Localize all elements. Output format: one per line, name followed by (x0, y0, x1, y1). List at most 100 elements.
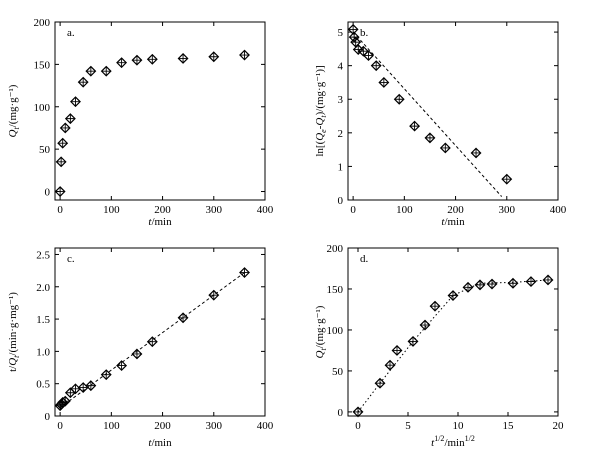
data-point (409, 120, 421, 132)
y-tick-label: 3 (338, 94, 344, 106)
panel-letter: b. (360, 27, 369, 39)
data-point (116, 360, 128, 372)
y-tick-label: 50 (39, 144, 51, 156)
data-point (208, 289, 220, 301)
panel-letter: c. (67, 253, 75, 265)
data-point (374, 377, 386, 389)
y-tick-label: 0 (338, 195, 344, 207)
y-tick-label: 1.0 (36, 346, 50, 358)
x-axis-label: t1/2/min1/2 (431, 434, 475, 449)
data-point (378, 77, 390, 88)
x-tick-label: 0 (57, 204, 63, 216)
data-point (100, 369, 112, 381)
y-tick-label: 0.5 (36, 379, 50, 391)
y-tick-label: 2 (338, 128, 344, 140)
x-tick-label: 400 (257, 204, 274, 216)
y-tick-label: 2.5 (36, 249, 50, 261)
panel-letter: d. (360, 253, 369, 265)
data-point (54, 186, 66, 197)
x-tick-label: 400 (550, 204, 567, 216)
y-tick-label: 0 (338, 407, 344, 419)
data-point (363, 50, 374, 62)
y-tick-label: 5 (338, 27, 344, 39)
panel-b-first-order-plot: 0 100 200 300 400 0 1 2 3 4 5 b. t/min ln[(Qe​-Qt​)/(… (314, 21, 567, 228)
data-point (462, 281, 474, 293)
y-tick-label: 0 (45, 187, 51, 199)
data-point (384, 359, 396, 371)
x-axis-label: t/min (441, 216, 465, 228)
data-point (542, 274, 554, 286)
x-tick-label: 200 (447, 204, 464, 216)
data-point (239, 49, 250, 61)
y-axis-label: t/Qt​/(min·g·mg⁻¹) (7, 292, 21, 372)
y-axis-label: Qt​/(mg·g⁻¹) (314, 305, 328, 358)
data-point (70, 96, 81, 108)
y-tick-label: 0 (45, 411, 51, 423)
data-point (447, 290, 459, 301)
data-point (370, 60, 382, 72)
data-point (208, 51, 220, 63)
data-point (352, 406, 364, 418)
x-tick-label: 300 (499, 204, 516, 216)
data-point (177, 312, 189, 324)
x-axis-label: t/min (148, 437, 172, 449)
y-axis-label: Qt​/(mg·g⁻¹) (7, 84, 21, 137)
data-point (85, 380, 97, 392)
panel-a-pseudo-time-curve: 0 100 200 300 400 0 50 100 150 200 a. t/min Qt​/(mg·… (7, 17, 274, 228)
panel-d-intraparticle-diffusion-plot: 05101520050100150200d.t1/2/min1/2Qt​/(mg… (314, 243, 564, 449)
y-tick-label: 200 (34, 17, 51, 29)
x-tick-label: 100 (396, 204, 413, 216)
data-point (470, 147, 482, 159)
x-tick-label: 100 (103, 420, 120, 432)
y-tick-label: 100 (327, 325, 344, 337)
x-tick-label: 20 (553, 420, 565, 432)
y-tick-label: 2.0 (36, 282, 50, 294)
panel-c-second-order-plot: 0 100 200 300 400 0 0.5 1.0 1.5 2.0 2.5 c. t/min t/Qt… (7, 247, 274, 449)
y-tick-label: 1 (338, 161, 344, 173)
data-point (77, 76, 89, 88)
data-point (507, 277, 519, 289)
data-point (439, 142, 451, 154)
data-point (77, 382, 89, 394)
x-tick-label: 0 (355, 420, 361, 432)
data-point (501, 173, 513, 185)
data-point (85, 65, 97, 77)
y-axis-label: ln[(Qe​-Qt​)/(mg·g⁻¹)] (314, 65, 328, 156)
plot-frame (54, 21, 266, 201)
x-tick-label: 200 (154, 420, 171, 432)
data-point (59, 395, 71, 407)
data-point (424, 132, 436, 144)
plot-frame (54, 247, 266, 417)
data-point (407, 335, 419, 347)
x-tick-label: 300 (206, 420, 223, 432)
data-point (391, 344, 403, 356)
data-point (486, 278, 498, 290)
data-point (347, 23, 359, 35)
data-point (100, 65, 112, 77)
data-point (57, 137, 69, 149)
data-point (429, 300, 441, 312)
x-tick-label: 15 (503, 420, 515, 432)
x-axis-label: t/min (148, 216, 172, 228)
y-tick-label: 200 (327, 243, 344, 255)
y-tick-label: 4 (338, 61, 344, 73)
x-tick-label: 0 (350, 204, 356, 216)
y-tick-label: 50 (332, 366, 344, 378)
data-point (146, 53, 158, 65)
x-tick-label: 400 (257, 420, 274, 432)
data-point (55, 156, 67, 168)
plot-frame (347, 247, 559, 417)
y-tick-label: 1.5 (36, 314, 50, 326)
x-tick-label: 100 (103, 204, 120, 216)
data-point (393, 93, 405, 105)
data-point (177, 52, 189, 64)
data-point (474, 279, 486, 291)
data-point (525, 276, 537, 288)
fit-line (352, 31, 503, 197)
data-point (348, 31, 360, 43)
y-tick-label: 100 (34, 102, 51, 114)
data-point (357, 45, 369, 57)
data-point (59, 122, 71, 134)
panel-letter: a. (67, 27, 75, 39)
